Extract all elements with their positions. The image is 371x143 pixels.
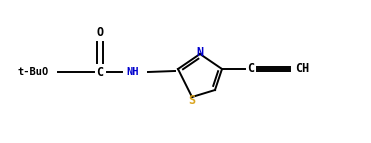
Text: NH: NH (127, 67, 139, 77)
Text: O: O (96, 26, 104, 39)
Text: N: N (196, 45, 204, 58)
Text: C: C (247, 62, 255, 76)
Text: t-BuO: t-BuO (17, 67, 49, 77)
Text: S: S (188, 94, 196, 107)
Text: C: C (96, 65, 104, 79)
Text: CH: CH (295, 62, 309, 76)
